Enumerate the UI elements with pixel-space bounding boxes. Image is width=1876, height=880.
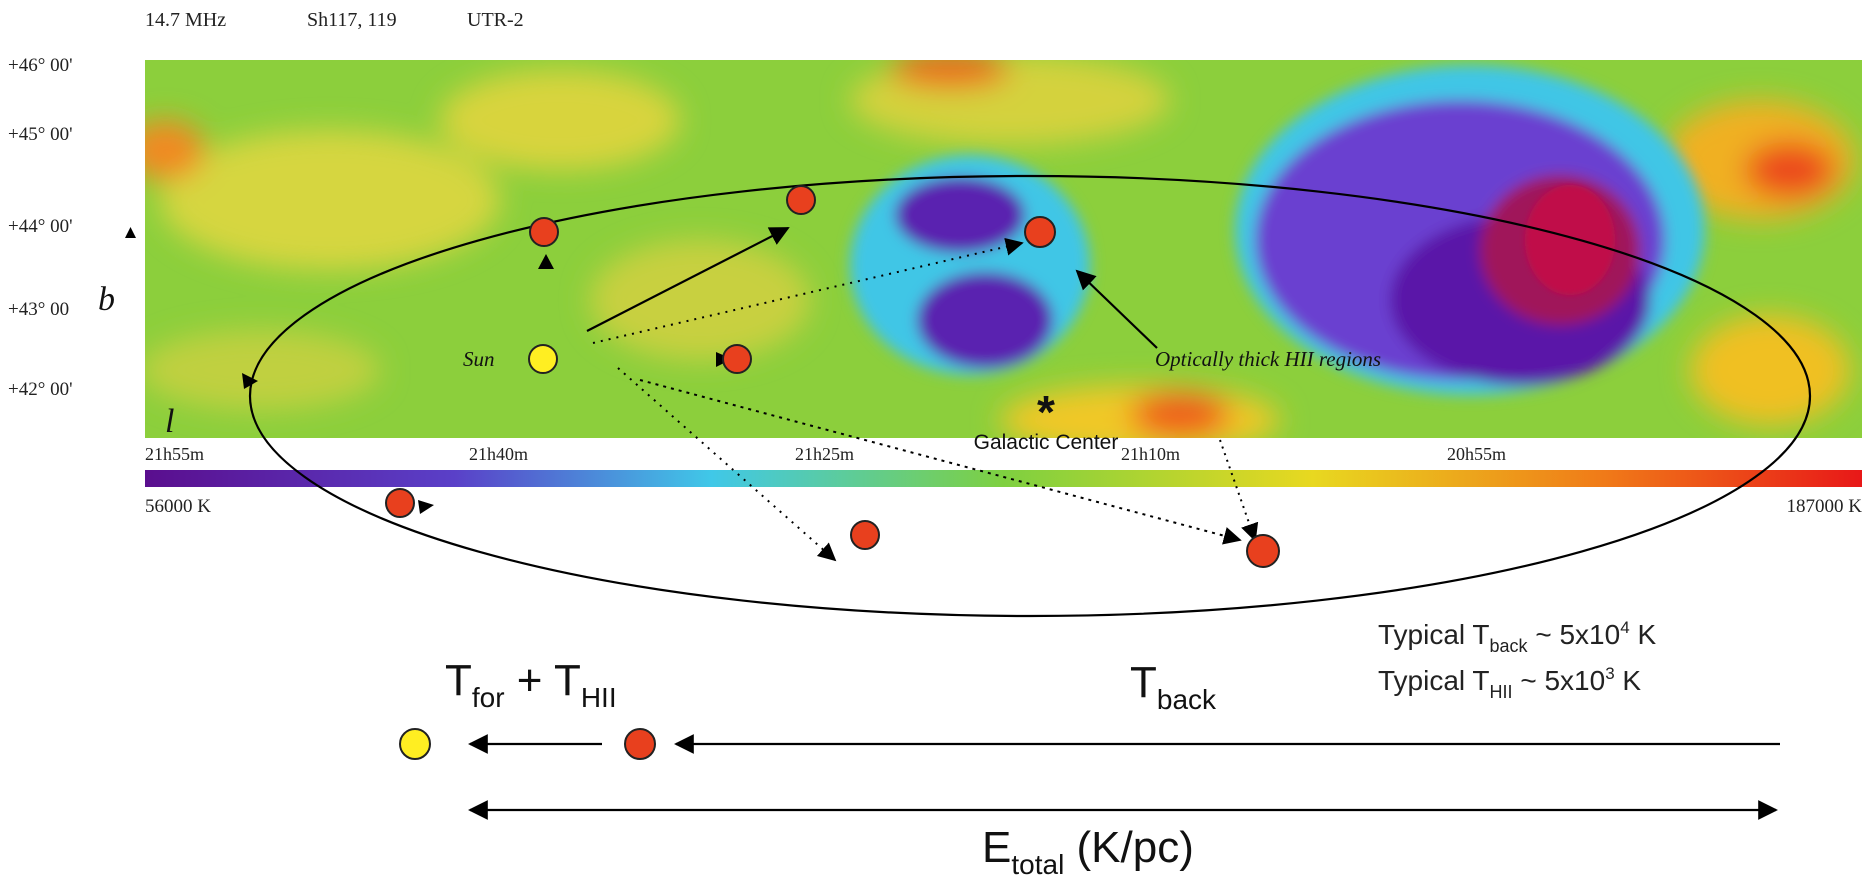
sun-marker <box>399 728 431 760</box>
dec-tick: +45° 00' <box>8 124 73 145</box>
ra-tick: 21h55m <box>145 444 204 464</box>
right-ascension-axis: 21h55m 21h40m 21h25m 21h10m 20h55m <box>145 444 1506 464</box>
sight-line <box>592 237 1024 344</box>
hii-region-marker <box>1246 534 1280 568</box>
hii-region-marker <box>722 344 752 374</box>
hii-region-marker <box>385 488 415 518</box>
frequency-label: 14.7 MHz <box>145 9 226 31</box>
hii-pointer <box>1219 439 1259 542</box>
ra-tick: 21h25m <box>795 444 854 464</box>
t-back-label: Tback <box>1130 658 1217 715</box>
dec-tick: +43° 00 <box>8 299 69 320</box>
sun-label: Sun <box>463 347 495 371</box>
dec-tick: +46° 00' <box>8 55 73 76</box>
galactic-center-marker: * <box>1037 386 1055 438</box>
e-total-label: Etotal (K/pc) <box>982 823 1194 880</box>
hii-region-marker <box>786 185 816 215</box>
hii-region-marker <box>1024 216 1056 248</box>
orbit-arrow-icon <box>242 373 258 389</box>
colorbar-max-label: 187000 K <box>1787 496 1863 517</box>
b-axis-label: b <box>98 281 115 318</box>
hii-region-marker <box>624 728 656 760</box>
hii-regions-label: Optically thick HII regions <box>1155 347 1381 371</box>
t-for-plus-t-hii-label: Tfor + THII <box>445 656 617 713</box>
ra-tick: 20h55m <box>1447 444 1506 464</box>
sources-label: Sh117, 119 <box>307 9 397 31</box>
typical-t-back: Typical Tback ~ 5x104 K <box>1378 618 1656 656</box>
radio-heat-map <box>145 60 1862 438</box>
sight-line <box>617 367 837 562</box>
l-axis-label: l <box>165 403 174 440</box>
hii-region-marker <box>850 520 880 550</box>
typical-t-hii: Typical THII ~ 5x103 K <box>1378 664 1641 702</box>
sight-lines <box>586 227 1259 562</box>
hii-pointer <box>1075 269 1158 349</box>
colorbar-min-label: 56000 K <box>145 496 211 517</box>
orbit-ellipse <box>248 174 1812 618</box>
telescope-label: UTR-2 <box>467 9 524 31</box>
dec-tick: +42° 00' <box>8 379 73 400</box>
typical-temperatures: Typical Tback ~ 5x104 K Typical THII ~ 5… <box>1378 618 1656 702</box>
ra-tick: 21h40m <box>469 444 528 464</box>
b-axis-arrow-icon <box>125 227 136 238</box>
colorbar <box>145 470 1862 487</box>
galactic-center-label: Galactic Center <box>974 431 1119 454</box>
orbit-arrow-icon <box>418 500 434 514</box>
dec-tick: +44° 00' <box>8 216 73 237</box>
sun-marker <box>528 344 558 374</box>
sight-line <box>586 227 790 332</box>
ra-tick: 21h10m <box>1121 444 1180 464</box>
source-arrow-icon <box>538 254 554 269</box>
declination-axis: +46° 00' +45° 00' +44° 00' +43° 00 +42° … <box>8 55 73 400</box>
hii-region-marker <box>529 217 559 247</box>
